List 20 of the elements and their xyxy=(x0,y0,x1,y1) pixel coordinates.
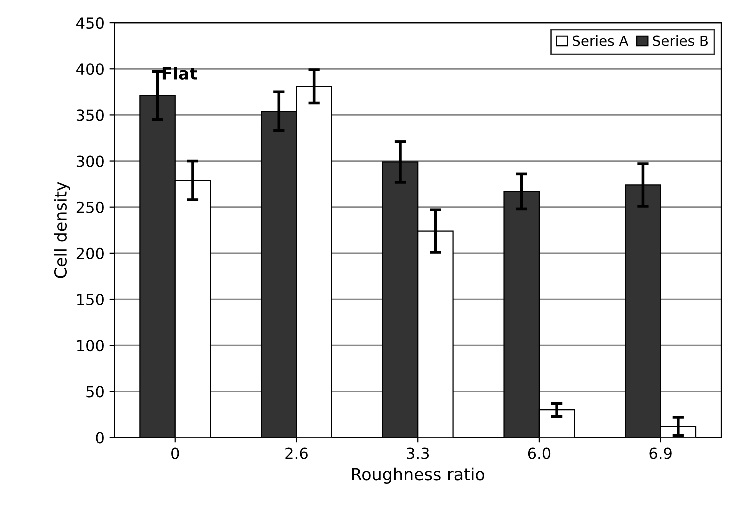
y-axis-title: Cell density xyxy=(54,182,70,278)
x-axis-title: Roughness ratio xyxy=(352,468,485,484)
y-tick-label: 50 xyxy=(86,386,104,398)
y-tick-label: 250 xyxy=(76,202,104,214)
annotation: Flat xyxy=(162,67,198,80)
legend-label: Series B xyxy=(653,36,708,46)
x-tick-label: 0 xyxy=(172,448,180,460)
y-tick-label: 0 xyxy=(96,432,104,444)
y-tick-label: 100 xyxy=(77,340,104,352)
y-tick-label: 150 xyxy=(77,294,104,306)
y-tick-label: 350 xyxy=(76,110,104,122)
x-tick-label: 6.0 xyxy=(528,448,551,460)
x-tick-label: 3.3 xyxy=(407,448,430,460)
x-tick-label: 6.9 xyxy=(650,448,672,460)
x-tick-label: 2.6 xyxy=(286,448,308,460)
y-tick-label: 200 xyxy=(76,248,104,260)
legend-label: Series A xyxy=(573,36,629,46)
y-tick-label: 300 xyxy=(76,156,104,168)
y-tick-label: 400 xyxy=(76,64,104,76)
y-tick-label: 450 xyxy=(76,18,104,30)
